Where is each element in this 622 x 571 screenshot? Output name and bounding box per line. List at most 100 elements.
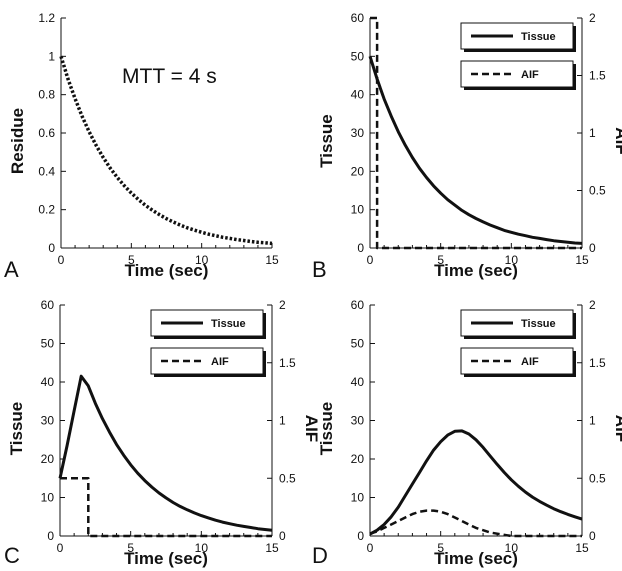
panel-d-y2-tick-label: 2 xyxy=(589,298,596,312)
legend-label: Tissue xyxy=(521,31,556,43)
panel-d-y-tick-label: 60 xyxy=(351,298,365,312)
panel-d-x-tick-label: 10 xyxy=(505,541,519,555)
panel-b-legend-item-tissue: Tissue xyxy=(460,22,576,52)
panel-c-y2-tick-label: 1 xyxy=(279,414,286,428)
panel-a-y-tick-label: 0.8 xyxy=(38,88,55,102)
panel-c-y2-tick-label: 2 xyxy=(279,298,286,312)
legend-label: AIF xyxy=(521,69,539,81)
panel-c-letter: C xyxy=(4,543,20,568)
panel-c-x-tick-label: 10 xyxy=(195,541,209,555)
panel-b-y2-tick-label: 1 xyxy=(589,126,596,140)
legend-box xyxy=(460,347,574,375)
panel-c-y-tick-label: 50 xyxy=(41,337,55,351)
panel-b-y-tick-label: 50 xyxy=(351,49,365,63)
panel-a-letter: A xyxy=(4,257,19,282)
panel-d-y-tick-label: 0 xyxy=(357,529,364,543)
panel-c-y2-tick-label: 0 xyxy=(279,529,286,543)
panel-c-y-tick-label: 60 xyxy=(41,298,55,312)
panel-b-letter: B xyxy=(312,257,327,282)
panel-c-y-label: Tissue xyxy=(7,402,26,456)
panel-a-y-tick-label: 0.4 xyxy=(38,164,55,178)
panel-d-y-label: Tissue xyxy=(317,402,336,456)
panel-c-y2-tick-label: 0.5 xyxy=(279,471,296,485)
panel-b-x-tick-label: 15 xyxy=(575,253,589,267)
panel-c-x-tick-label: 0 xyxy=(57,541,64,555)
panel-b-y-label: Tissue xyxy=(317,114,336,168)
panel-d-y2-tick-label: 1.5 xyxy=(589,356,606,370)
panel-a-y-tick-label: 1 xyxy=(48,49,55,63)
panel-a-y-tick-label: 0.6 xyxy=(38,126,55,140)
panel-d-letter: D xyxy=(312,543,328,568)
panel-c-legend-item-aif: AIF xyxy=(150,347,266,377)
legend-label: AIF xyxy=(521,356,539,368)
legend-label: AIF xyxy=(211,356,229,368)
panel-a-y-tick-label: 0.2 xyxy=(38,203,55,217)
panel-b-y2-tick-label: 0 xyxy=(589,241,596,255)
panel-b-y2-tick-label: 0.5 xyxy=(589,184,606,198)
panel-d-y-tick-label: 10 xyxy=(351,491,365,505)
panel-c-y-tick-label: 10 xyxy=(41,491,55,505)
panel-c-y-tick-label: 20 xyxy=(41,452,55,466)
panel-d-series-aif-line xyxy=(369,509,582,538)
panel-b-x-tick-label: 5 xyxy=(437,253,444,267)
panel-b-y-tick-label: 20 xyxy=(351,164,365,178)
panel-a: 0 5 10 15 0 0.2 0.4 0.6 0.8 1 1.2 Time (sec) Residue… xyxy=(4,11,279,282)
panel-d-y-tick-label: 20 xyxy=(351,452,365,466)
panel-d-series-tissue-line xyxy=(369,429,583,536)
panel-c-y-tick-label: 30 xyxy=(41,414,55,428)
panel-a-x-label: Time (sec) xyxy=(125,261,209,280)
panel-d-x-label: Time (sec) xyxy=(434,549,518,568)
panel-b-y2-tick-label: 2 xyxy=(589,11,596,25)
panel-d-legend-item-aif: AIF xyxy=(460,347,576,377)
panel-c-series-aif-line xyxy=(60,477,272,538)
panel-a-annotation: MTT = 4 s xyxy=(122,65,217,88)
panel-b-y-tick-label: 0 xyxy=(357,241,364,255)
panel-a-x-tick-label: 15 xyxy=(265,253,279,267)
panel-d-y2-label: AIF xyxy=(612,415,622,442)
panel-b-y-tick-label: 60 xyxy=(351,11,365,25)
panel-b-y-tick-label: 30 xyxy=(351,126,365,140)
panel-d-y2-tick-label: 0 xyxy=(589,529,596,543)
panel-b-x-tick-label: 10 xyxy=(505,253,519,267)
panel-d-y-tick-label: 30 xyxy=(351,414,365,428)
legend-box xyxy=(150,347,264,375)
panel-d-x-tick-label: 0 xyxy=(367,541,374,555)
panel-d-x-tick-label: 5 xyxy=(437,541,444,555)
legend-box xyxy=(460,60,574,88)
panel-a-x-tick-label: 5 xyxy=(128,253,135,267)
panel-b-x-tick-label: 0 xyxy=(367,253,374,267)
panel-b-y-tick-label: 10 xyxy=(351,203,365,217)
panel-a-x-tick-label: 0 xyxy=(58,253,65,267)
panel-c-y-tick-label: 40 xyxy=(41,375,55,389)
panel-b-y2-label: AIF xyxy=(612,127,622,154)
panel-a-x-tick-label: 10 xyxy=(195,253,209,267)
panel-c-series-tissue-line xyxy=(58,374,273,532)
panel-b-legend-item-aif: AIF xyxy=(460,60,576,90)
panel-c-x-tick-label: 5 xyxy=(127,541,134,555)
panel-a-series-residue-line xyxy=(59,55,273,246)
panel-d-x-tick-label: 15 xyxy=(575,541,589,555)
panel-a-y-tick-label: 1.2 xyxy=(38,11,55,25)
panel-b-series-tissue-line xyxy=(368,55,583,245)
panel-d-y-tick-label: 40 xyxy=(351,375,365,389)
panel-c-x-tick-label: 15 xyxy=(265,541,279,555)
legend-label: Tissue xyxy=(211,318,246,330)
panel-c-legend-item-tissue: Tissue xyxy=(150,309,266,339)
panel-c-y-tick-label: 0 xyxy=(47,529,54,543)
panel-c-y2-label: AIF xyxy=(302,415,321,442)
panel-a-y-label: Residue xyxy=(8,108,27,174)
panel-b-y2-tick-label: 1.5 xyxy=(589,69,606,83)
legend-label: Tissue xyxy=(521,318,556,330)
panel-a-y-tick-label: 0 xyxy=(48,241,55,255)
panel-b-y-tick-label: 40 xyxy=(351,88,365,102)
panel-c-y2-tick-label: 1.5 xyxy=(279,356,296,370)
panel-d-y2-tick-label: 0.5 xyxy=(589,471,606,485)
panel-c-x-label: Time (sec) xyxy=(124,549,208,568)
panel-d-y2-tick-label: 1 xyxy=(589,414,596,428)
panel-d-y-tick-label: 50 xyxy=(351,337,365,351)
panel-b-x-label: Time (sec) xyxy=(434,261,518,280)
